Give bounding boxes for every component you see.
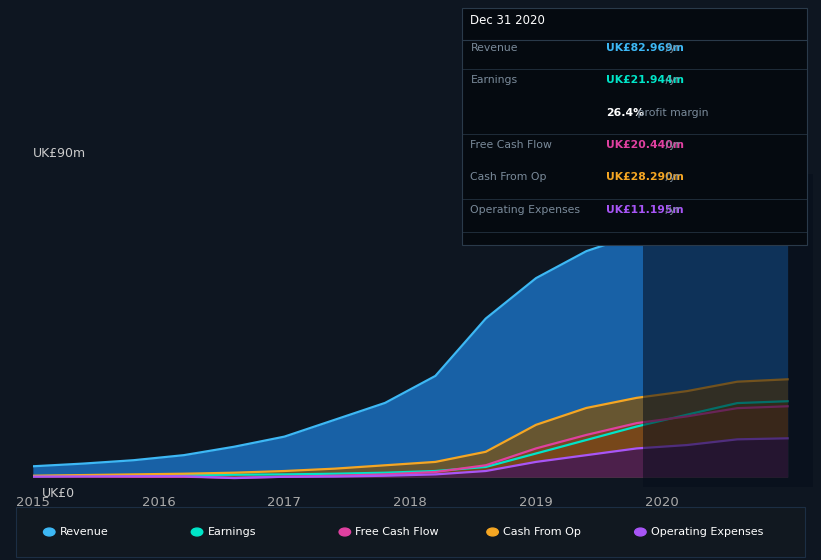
Text: /yr: /yr — [662, 172, 680, 183]
Text: Dec 31 2020: Dec 31 2020 — [470, 14, 545, 27]
Text: UK£28.290m: UK£28.290m — [606, 172, 684, 183]
Text: UK£21.944m: UK£21.944m — [606, 75, 684, 85]
Text: UK£20.440m: UK£20.440m — [606, 140, 684, 150]
Text: Free Cash Flow: Free Cash Flow — [355, 527, 439, 537]
Text: Free Cash Flow: Free Cash Flow — [470, 140, 553, 150]
Text: profit margin: profit margin — [634, 108, 709, 118]
Text: /yr: /yr — [662, 43, 680, 53]
Text: UK£82.969m: UK£82.969m — [606, 43, 684, 53]
Text: Revenue: Revenue — [470, 43, 518, 53]
Text: Earnings: Earnings — [208, 527, 256, 537]
Text: /yr: /yr — [662, 205, 680, 215]
Text: /yr: /yr — [662, 75, 680, 85]
Text: Operating Expenses: Operating Expenses — [651, 527, 764, 537]
Text: Cash From Op: Cash From Op — [503, 527, 581, 537]
Text: UK£11.195m: UK£11.195m — [606, 205, 684, 215]
Text: Revenue: Revenue — [60, 527, 108, 537]
Text: Cash From Op: Cash From Op — [470, 172, 547, 183]
Bar — [643, 174, 813, 487]
Text: 26.4%: 26.4% — [606, 108, 644, 118]
Text: Operating Expenses: Operating Expenses — [470, 205, 580, 215]
Text: /yr: /yr — [662, 140, 680, 150]
Text: UK£0: UK£0 — [42, 487, 76, 500]
Text: UK£90m: UK£90m — [33, 147, 86, 160]
Text: Earnings: Earnings — [470, 75, 517, 85]
